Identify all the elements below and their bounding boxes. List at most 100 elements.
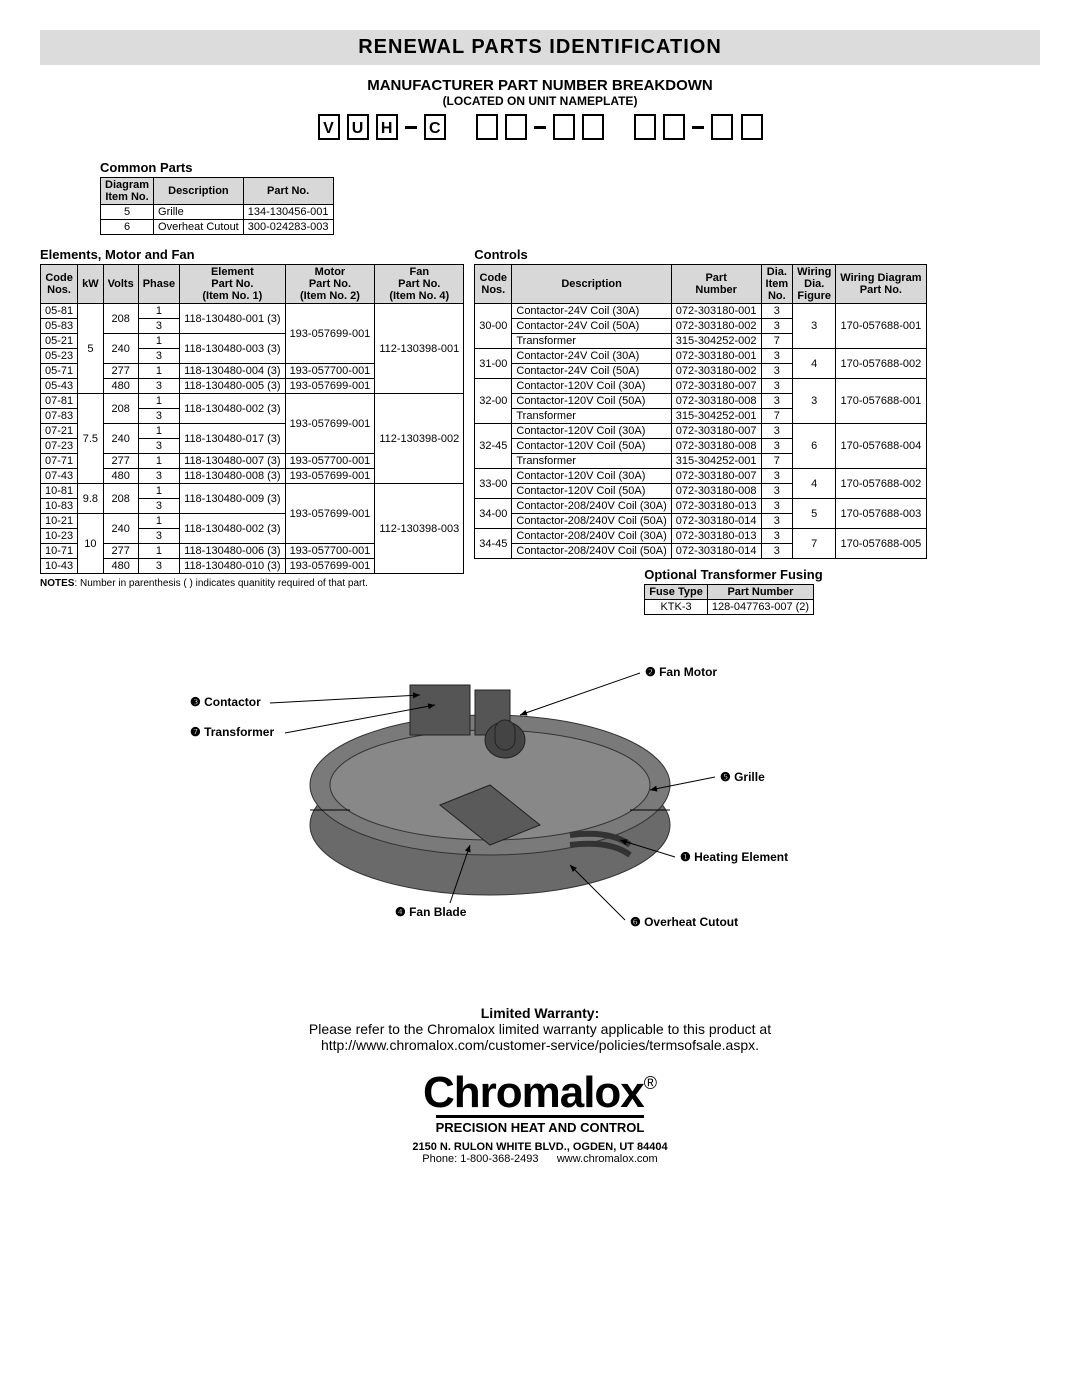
table-cell: 208: [103, 394, 138, 424]
callout-grille: ❺ Grille: [720, 770, 765, 784]
table-cell: 1: [138, 424, 179, 439]
callout-heating-element: ❶ Heating Element: [680, 850, 788, 864]
table-cell: 118-130480-002 (3): [180, 514, 285, 544]
table-cell: Transformer: [512, 334, 671, 349]
table-cell: 240: [103, 334, 138, 364]
table-cell: 170-057688-004: [836, 424, 926, 469]
table-header: Part Number: [707, 585, 813, 600]
table-cell: 3: [761, 304, 793, 319]
table-cell: 10-83: [41, 499, 78, 514]
table-header: Volts: [103, 265, 138, 304]
table-cell: 1: [138, 334, 179, 349]
table-row: 5Grille134-130456-001: [101, 205, 334, 220]
part-number-breakdown: V U H C: [40, 114, 1040, 140]
table-cell: 072-303180-014: [671, 514, 761, 529]
table-cell: Contactor-120V Coil (50A): [512, 394, 671, 409]
table-header: Description: [154, 178, 244, 205]
warranty-line1: Please refer to the Chromalox limited wa…: [40, 1021, 1040, 1037]
table-cell: Transformer: [512, 454, 671, 469]
fuse-title: Optional Transformer Fusing: [644, 567, 926, 582]
callout-fan-motor: ❷ Fan Motor: [645, 665, 717, 679]
table-cell: 072-303180-008: [671, 484, 761, 499]
table-cell: 277: [103, 364, 138, 379]
table-cell: 3: [138, 499, 179, 514]
table-cell: 3: [761, 424, 793, 439]
table-cell: 170-057688-002: [836, 349, 926, 379]
elements-section: Elements, Motor and Fan CodeNos.kWVoltsP…: [40, 247, 464, 615]
pn-empty: [741, 114, 763, 140]
fuse-table: Fuse TypePart NumberKTK-3128-047763-007 …: [644, 584, 814, 615]
table-cell: 3: [138, 439, 179, 454]
table-cell: 7: [761, 409, 793, 424]
table-cell: 07-83: [41, 409, 78, 424]
table-cell: 118-130480-010 (3): [180, 559, 285, 574]
table-cell: 10: [78, 514, 104, 574]
table-cell: 072-303180-002: [671, 364, 761, 379]
table-cell: Overheat Cutout: [154, 220, 244, 235]
subtitle-2: (LOCATED ON UNIT NAMEPLATE): [40, 94, 1040, 108]
table-cell: 277: [103, 544, 138, 559]
table-cell: 118-130480-004 (3): [180, 364, 285, 379]
table-cell: 112-130398-001: [375, 304, 464, 394]
table-cell: 1: [138, 484, 179, 499]
common-parts-title: Common Parts: [100, 160, 1040, 175]
pn-empty: [663, 114, 685, 140]
table-cell: 118-130480-001 (3): [180, 304, 285, 334]
controls-table: CodeNos.DescriptionPartNumberDia.ItemNo.…: [474, 264, 926, 559]
table-cell: 3: [761, 394, 793, 409]
pn-empty: [582, 114, 604, 140]
pn-dash: [692, 126, 704, 129]
table-cell: 193-057700-001: [285, 364, 375, 379]
table-cell: 5: [793, 499, 836, 529]
table-cell: 3: [138, 529, 179, 544]
table-cell: 07-21: [41, 424, 78, 439]
table-cell: 193-057700-001: [285, 454, 375, 469]
table-cell: 118-130480-007 (3): [180, 454, 285, 469]
table-cell: 193-057699-001: [285, 484, 375, 544]
page-banner: RENEWAL PARTS IDENTIFICATION: [40, 30, 1040, 65]
table-header: Wiring DiagramPart No.: [836, 265, 926, 304]
table-cell: 315-304252-002: [671, 334, 761, 349]
table-cell: Contactor-120V Coil (30A): [512, 379, 671, 394]
table-header: Phase: [138, 265, 179, 304]
table-cell: 3: [761, 469, 793, 484]
logo-reg: ®: [644, 1073, 657, 1093]
table-cell: 072-303180-008: [671, 394, 761, 409]
table-cell: 05-21: [41, 334, 78, 349]
table-cell: 193-057700-001: [285, 544, 375, 559]
logo-sub: PRECISION HEAT AND CONTROL: [436, 1115, 645, 1135]
table-cell: 3: [761, 514, 793, 529]
table-cell: 07-81: [41, 394, 78, 409]
pn-empty: [634, 114, 656, 140]
table-cell: 05-43: [41, 379, 78, 394]
table-cell: 07-43: [41, 469, 78, 484]
table-cell: 1: [138, 544, 179, 559]
table-cell: Contactor-208/240V Coil (50A): [512, 544, 671, 559]
table-cell: 300-024283-003: [243, 220, 333, 235]
table-cell: 1: [138, 454, 179, 469]
table-cell: 3: [138, 409, 179, 424]
table-cell: 07-71: [41, 454, 78, 469]
table-cell: 4: [793, 349, 836, 379]
elements-table: CodeNos.kWVoltsPhaseElementPart No.(Item…: [40, 264, 464, 574]
table-cell: 134-130456-001: [243, 205, 333, 220]
table-cell: 05-83: [41, 319, 78, 334]
table-header: Description: [512, 265, 671, 304]
table-cell: 315-304252-001: [671, 454, 761, 469]
callout-contactor: ❸ Contactor: [190, 695, 261, 709]
pn-empty: [711, 114, 733, 140]
table-cell: Contactor-120V Coil (30A): [512, 469, 671, 484]
table-cell: Contactor-120V Coil (50A): [512, 439, 671, 454]
table-cell: 5: [101, 205, 154, 220]
table-cell: 112-130398-003: [375, 484, 464, 574]
table-cell: 3: [761, 319, 793, 334]
table-cell: 07-23: [41, 439, 78, 454]
table-cell: Contactor-208/240V Coil (50A): [512, 514, 671, 529]
table-cell: 1: [138, 364, 179, 379]
callout-overheat-cutout: ❻ Overheat Cutout: [630, 915, 738, 929]
table-cell: 170-057688-001: [836, 379, 926, 424]
table-cell: 193-057699-001: [285, 304, 375, 364]
controls-title: Controls: [474, 247, 926, 262]
table-header: CodeNos.: [475, 265, 512, 304]
pn-letter: C: [424, 114, 446, 140]
